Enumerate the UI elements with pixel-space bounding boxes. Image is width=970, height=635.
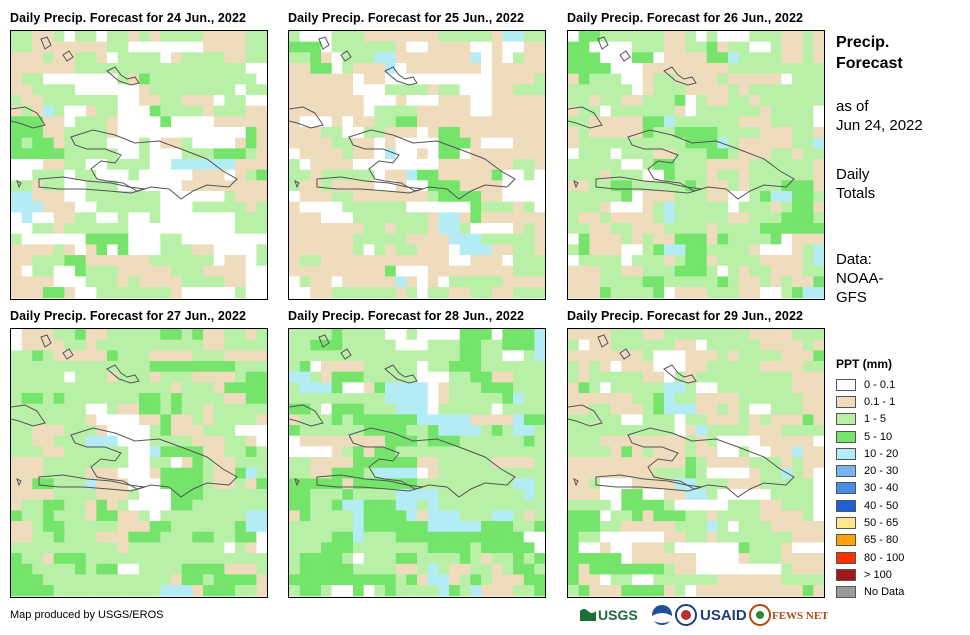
legend-item: 5 - 10 bbox=[836, 428, 904, 445]
legend-swatch bbox=[836, 378, 856, 391]
legend-swatch bbox=[836, 430, 856, 443]
legend-item: 80 - 100 bbox=[836, 549, 904, 566]
noaa-emblem-icon bbox=[652, 605, 672, 625]
panel-title-5: Daily Precip. Forecast for 28 Jun., 2022 bbox=[288, 309, 525, 323]
agency-logos: USGS USAID FEWS NET bbox=[580, 604, 828, 626]
legend-swatch bbox=[836, 395, 856, 408]
precip-grid bbox=[11, 31, 267, 299]
legend-label: 20 - 30 bbox=[864, 465, 899, 478]
legend-swatch bbox=[836, 586, 856, 599]
precip-grid bbox=[568, 329, 824, 597]
usgs-logo: USGS bbox=[580, 607, 638, 623]
legend-item: 30 - 40 bbox=[836, 480, 904, 497]
coastline bbox=[289, 36, 516, 200]
legend-swatch bbox=[836, 413, 856, 426]
legend-swatch bbox=[836, 447, 856, 460]
svg-text:USGS: USGS bbox=[598, 607, 638, 623]
legend-swatch bbox=[836, 465, 856, 478]
legend-label: 5 - 10 bbox=[864, 430, 893, 443]
legend-item: > 100 bbox=[836, 566, 904, 583]
forecast-map-24-jun bbox=[10, 30, 268, 300]
legend-swatch bbox=[836, 499, 856, 512]
coastline bbox=[11, 36, 238, 200]
legend-swatch bbox=[836, 551, 856, 564]
legend-swatch bbox=[836, 534, 856, 547]
legend-label: 50 - 65 bbox=[864, 517, 899, 530]
data-line2: NOAA- bbox=[836, 270, 884, 287]
forecast-map-26-jun bbox=[567, 30, 825, 300]
as-of-line1: as of bbox=[836, 98, 869, 115]
legend-label: No Data bbox=[864, 586, 905, 599]
legend-item: No Data bbox=[836, 584, 904, 601]
svg-text:USAID: USAID bbox=[700, 607, 747, 624]
legend-label: 0.1 - 1 bbox=[864, 395, 896, 408]
data-source: Data: NOAA- GFS bbox=[836, 250, 884, 307]
legend: PPT (mm) 0 - 0.1 0.1 - 1 1 - 5 5 - 10 10 - 2… bbox=[836, 357, 904, 601]
svg-text:FEWS NET: FEWS NET bbox=[772, 610, 828, 622]
data-line3: GFS bbox=[836, 289, 867, 306]
legend-swatch bbox=[836, 517, 856, 530]
panel-title-6: Daily Precip. Forecast for 29 Jun., 2022 bbox=[567, 309, 804, 323]
legend-label: 0 - 0.1 bbox=[864, 378, 896, 391]
panel-title-1: Daily Precip. Forecast for 24 Jun., 2022 bbox=[10, 11, 247, 25]
precip-grid bbox=[289, 31, 545, 299]
legend-rows: 0 - 0.1 0.1 - 1 1 - 5 5 - 10 10 - 20 20 - 30 3… bbox=[836, 376, 904, 601]
coastline bbox=[568, 36, 795, 200]
forecast-map-28-jun bbox=[288, 328, 546, 598]
side-title-line2: Forecast bbox=[836, 55, 903, 72]
panel-title-4: Daily Precip. Forecast for 27 Jun., 2022 bbox=[10, 309, 247, 323]
as-of-date: as of Jun 24, 2022 bbox=[836, 97, 923, 135]
us-seal-icon bbox=[675, 604, 697, 626]
legend-item: 10 - 20 bbox=[836, 445, 904, 462]
coastline bbox=[11, 334, 238, 498]
side-title: Precip. Forecast bbox=[836, 32, 903, 74]
side-title-line1: Precip. bbox=[836, 34, 890, 51]
legend-item: 0.1 - 1 bbox=[836, 393, 904, 410]
legend-label: 40 - 50 bbox=[864, 499, 899, 512]
fewsnet-logo: FEWS NET bbox=[749, 604, 828, 626]
usaid-logo: USAID bbox=[700, 607, 747, 624]
totals-line1: Daily bbox=[836, 166, 870, 183]
legend-item: 0 - 0.1 bbox=[836, 376, 904, 393]
map-credit: Map produced by USGS/EROS bbox=[10, 609, 164, 621]
legend-item: 1 - 5 bbox=[836, 411, 904, 428]
precip-grid bbox=[289, 329, 545, 597]
legend-item: 50 - 65 bbox=[836, 514, 904, 531]
coastline bbox=[568, 334, 795, 498]
legend-swatch bbox=[836, 568, 856, 581]
coastline bbox=[289, 334, 516, 498]
data-line1: Data: bbox=[836, 251, 872, 268]
legend-item: 20 - 30 bbox=[836, 462, 904, 479]
totals-line2: Totals bbox=[836, 185, 876, 202]
legend-swatch bbox=[836, 482, 856, 495]
panel-title-2: Daily Precip. Forecast for 25 Jun., 2022 bbox=[288, 11, 525, 25]
legend-label: 10 - 20 bbox=[864, 447, 899, 460]
legend-item: 40 - 50 bbox=[836, 497, 904, 514]
legend-item: 65 - 80 bbox=[836, 532, 904, 549]
forecast-map-29-jun bbox=[567, 328, 825, 598]
precip-grid bbox=[11, 329, 267, 597]
daily-totals-label: Daily Totals bbox=[836, 165, 875, 203]
as-of-line2: Jun 24, 2022 bbox=[836, 117, 923, 134]
legend-title: PPT (mm) bbox=[836, 357, 893, 371]
panel-title-3: Daily Precip. Forecast for 26 Jun., 2022 bbox=[567, 11, 804, 25]
legend-label: > 100 bbox=[864, 568, 892, 581]
forecast-map-27-jun bbox=[10, 328, 268, 598]
legend-label: 1 - 5 bbox=[864, 413, 887, 426]
legend-label: 65 - 80 bbox=[864, 534, 899, 547]
legend-label: 80 - 100 bbox=[864, 551, 905, 564]
legend-label: 30 - 40 bbox=[864, 482, 899, 495]
precip-grid bbox=[568, 31, 824, 299]
forecast-map-25-jun bbox=[288, 30, 546, 300]
